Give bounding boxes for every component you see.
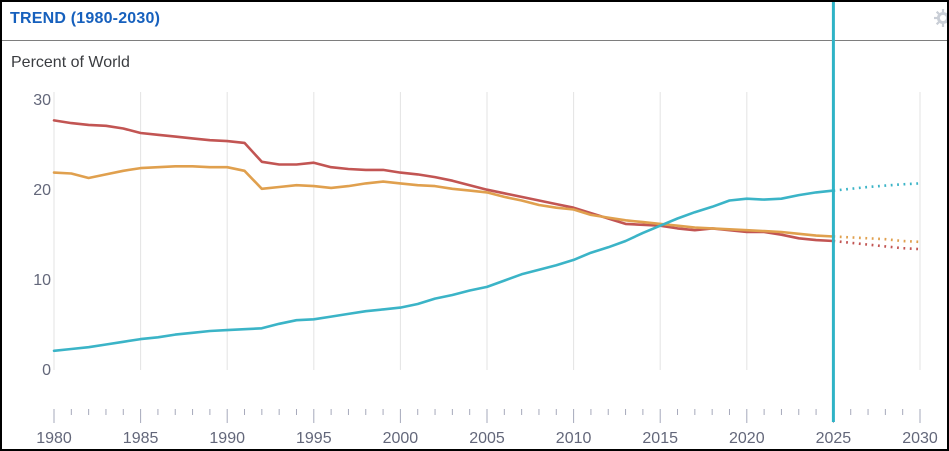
x-axis-labels: 1980 1985 1990 1995 2000 2005 2010 2015 2020 2025… <box>36 430 938 447</box>
settings-gear-icon[interactable] <box>932 7 947 29</box>
series-red-line[interactable] <box>52 119 835 243</box>
series-orange-line[interactable] <box>52 165 835 238</box>
x-tick-label-1985: 1985 <box>123 430 159 447</box>
x-tick-label-2030: 2030 <box>902 430 938 447</box>
gear-icon <box>934 9 947 27</box>
y-tick-label-10: 10 <box>33 272 51 289</box>
chart-title: TREND (1980-2030) <box>10 10 161 27</box>
y-tick-label-20: 20 <box>33 182 51 199</box>
y-tick-label-0: 0 <box>42 362 51 379</box>
series-red-line-projection <box>833 239 921 251</box>
x-tick-label-2020: 2020 <box>729 430 765 447</box>
series-teal-line[interactable] <box>52 189 835 353</box>
header-divider <box>2 40 947 41</box>
x-tick-label-2000: 2000 <box>383 430 419 447</box>
y-tick-label-30: 30 <box>33 92 51 109</box>
x-axis-ticks <box>53 409 921 423</box>
x-tick-label-2005: 2005 <box>469 430 505 447</box>
y-axis-title: Percent of World <box>11 54 130 71</box>
x-tick-label-2010: 2010 <box>556 430 592 447</box>
x-tick-label-1995: 1995 <box>296 430 332 447</box>
x-tick-label-1990: 1990 <box>209 430 245 447</box>
series-teal-line-projection <box>833 182 921 192</box>
x-tick-label-2025: 2025 <box>816 430 852 447</box>
series-orange-line-projection <box>833 235 921 244</box>
x-tick-label-2015: 2015 <box>642 430 678 447</box>
y-axis-labels: 0 10 20 30 <box>33 92 51 379</box>
x-tick-label-1980: 1980 <box>36 430 72 447</box>
gridlines <box>53 92 921 370</box>
